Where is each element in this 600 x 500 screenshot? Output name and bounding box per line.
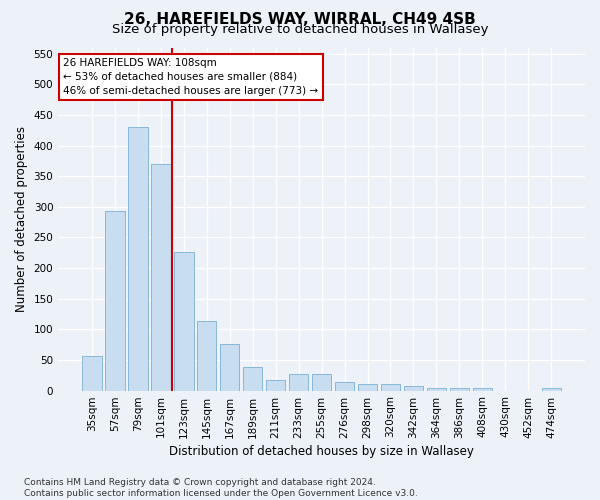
- Bar: [220, 344, 239, 391]
- Bar: [473, 388, 492, 390]
- Bar: [174, 252, 194, 390]
- Y-axis label: Number of detached properties: Number of detached properties: [15, 126, 28, 312]
- Bar: [335, 382, 355, 390]
- Bar: [128, 127, 148, 390]
- Bar: [542, 388, 561, 390]
- Bar: [289, 374, 308, 390]
- Text: 26 HAREFIELDS WAY: 108sqm
← 53% of detached houses are smaller (884)
46% of semi: 26 HAREFIELDS WAY: 108sqm ← 53% of detac…: [64, 58, 319, 96]
- Bar: [266, 380, 286, 390]
- X-axis label: Distribution of detached houses by size in Wallasey: Distribution of detached houses by size …: [169, 444, 474, 458]
- Bar: [243, 368, 262, 390]
- Bar: [197, 322, 217, 390]
- Text: 26, HAREFIELDS WAY, WIRRAL, CH49 4SB: 26, HAREFIELDS WAY, WIRRAL, CH49 4SB: [124, 12, 476, 28]
- Bar: [404, 386, 423, 390]
- Text: Contains HM Land Registry data © Crown copyright and database right 2024.
Contai: Contains HM Land Registry data © Crown c…: [24, 478, 418, 498]
- Bar: [449, 388, 469, 390]
- Bar: [105, 211, 125, 390]
- Bar: [151, 164, 170, 390]
- Bar: [358, 384, 377, 390]
- Bar: [82, 356, 101, 390]
- Bar: [312, 374, 331, 390]
- Bar: [427, 388, 446, 390]
- Text: Size of property relative to detached houses in Wallasey: Size of property relative to detached ho…: [112, 22, 488, 36]
- Bar: [381, 384, 400, 390]
